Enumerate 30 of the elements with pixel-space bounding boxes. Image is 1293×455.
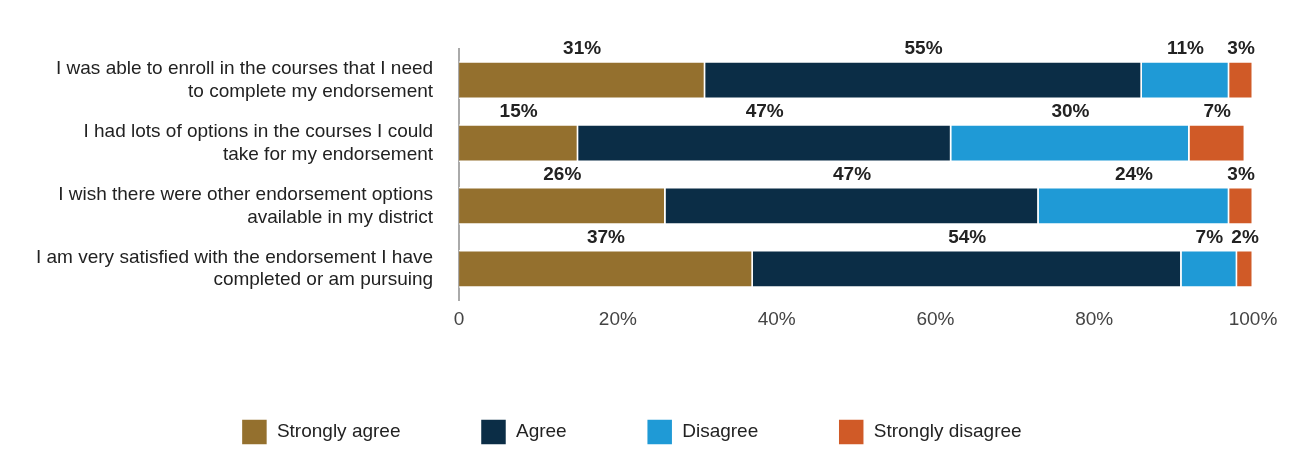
data-label: 30% bbox=[1051, 99, 1090, 121]
data-label: 31% bbox=[563, 37, 602, 59]
data-label: 55% bbox=[904, 37, 943, 59]
data-label: 7% bbox=[1203, 99, 1232, 121]
data-label: 15% bbox=[499, 99, 538, 121]
x-tick-label: 0 bbox=[453, 307, 465, 329]
legend-label: Disagree bbox=[682, 420, 759, 442]
legend-label: Strongly agree bbox=[276, 420, 401, 442]
legend-label: Strongly disagree bbox=[873, 420, 1022, 442]
data-label: 26% bbox=[543, 162, 582, 184]
data-label: 47% bbox=[833, 162, 872, 184]
x-tick-label: 60% bbox=[916, 307, 955, 329]
y-tick-label: I had lots of options in the courses I could take for my endorsement bbox=[83, 119, 434, 164]
x-tick-label: 100% bbox=[1228, 307, 1278, 329]
data-label: 54% bbox=[948, 225, 987, 247]
data-label: 2% bbox=[1231, 225, 1259, 247]
data-label: 37% bbox=[586, 225, 626, 247]
data-label: 47% bbox=[745, 99, 784, 121]
y-tick-label: I was able to enroll in the courses that I need to complete my endorsement bbox=[56, 57, 434, 101]
y-tick-label: I wish there were other endorsement options available in my district bbox=[58, 182, 434, 227]
data-label: 7% bbox=[1195, 225, 1224, 247]
x-tick-label: 80% bbox=[1075, 307, 1114, 329]
x-tick-label: 40% bbox=[757, 307, 796, 329]
legend-label: Agree bbox=[515, 420, 567, 442]
data-label: 3% bbox=[1227, 37, 1255, 59]
y-tick-label: I am very satisfied with the endorsement I have completed or am pursuing bbox=[35, 245, 434, 290]
data-label: 11% bbox=[1167, 37, 1205, 59]
x-tick-label: 20% bbox=[598, 307, 637, 329]
data-label: 3% bbox=[1227, 162, 1255, 184]
data-label: 24% bbox=[1114, 162, 1154, 184]
